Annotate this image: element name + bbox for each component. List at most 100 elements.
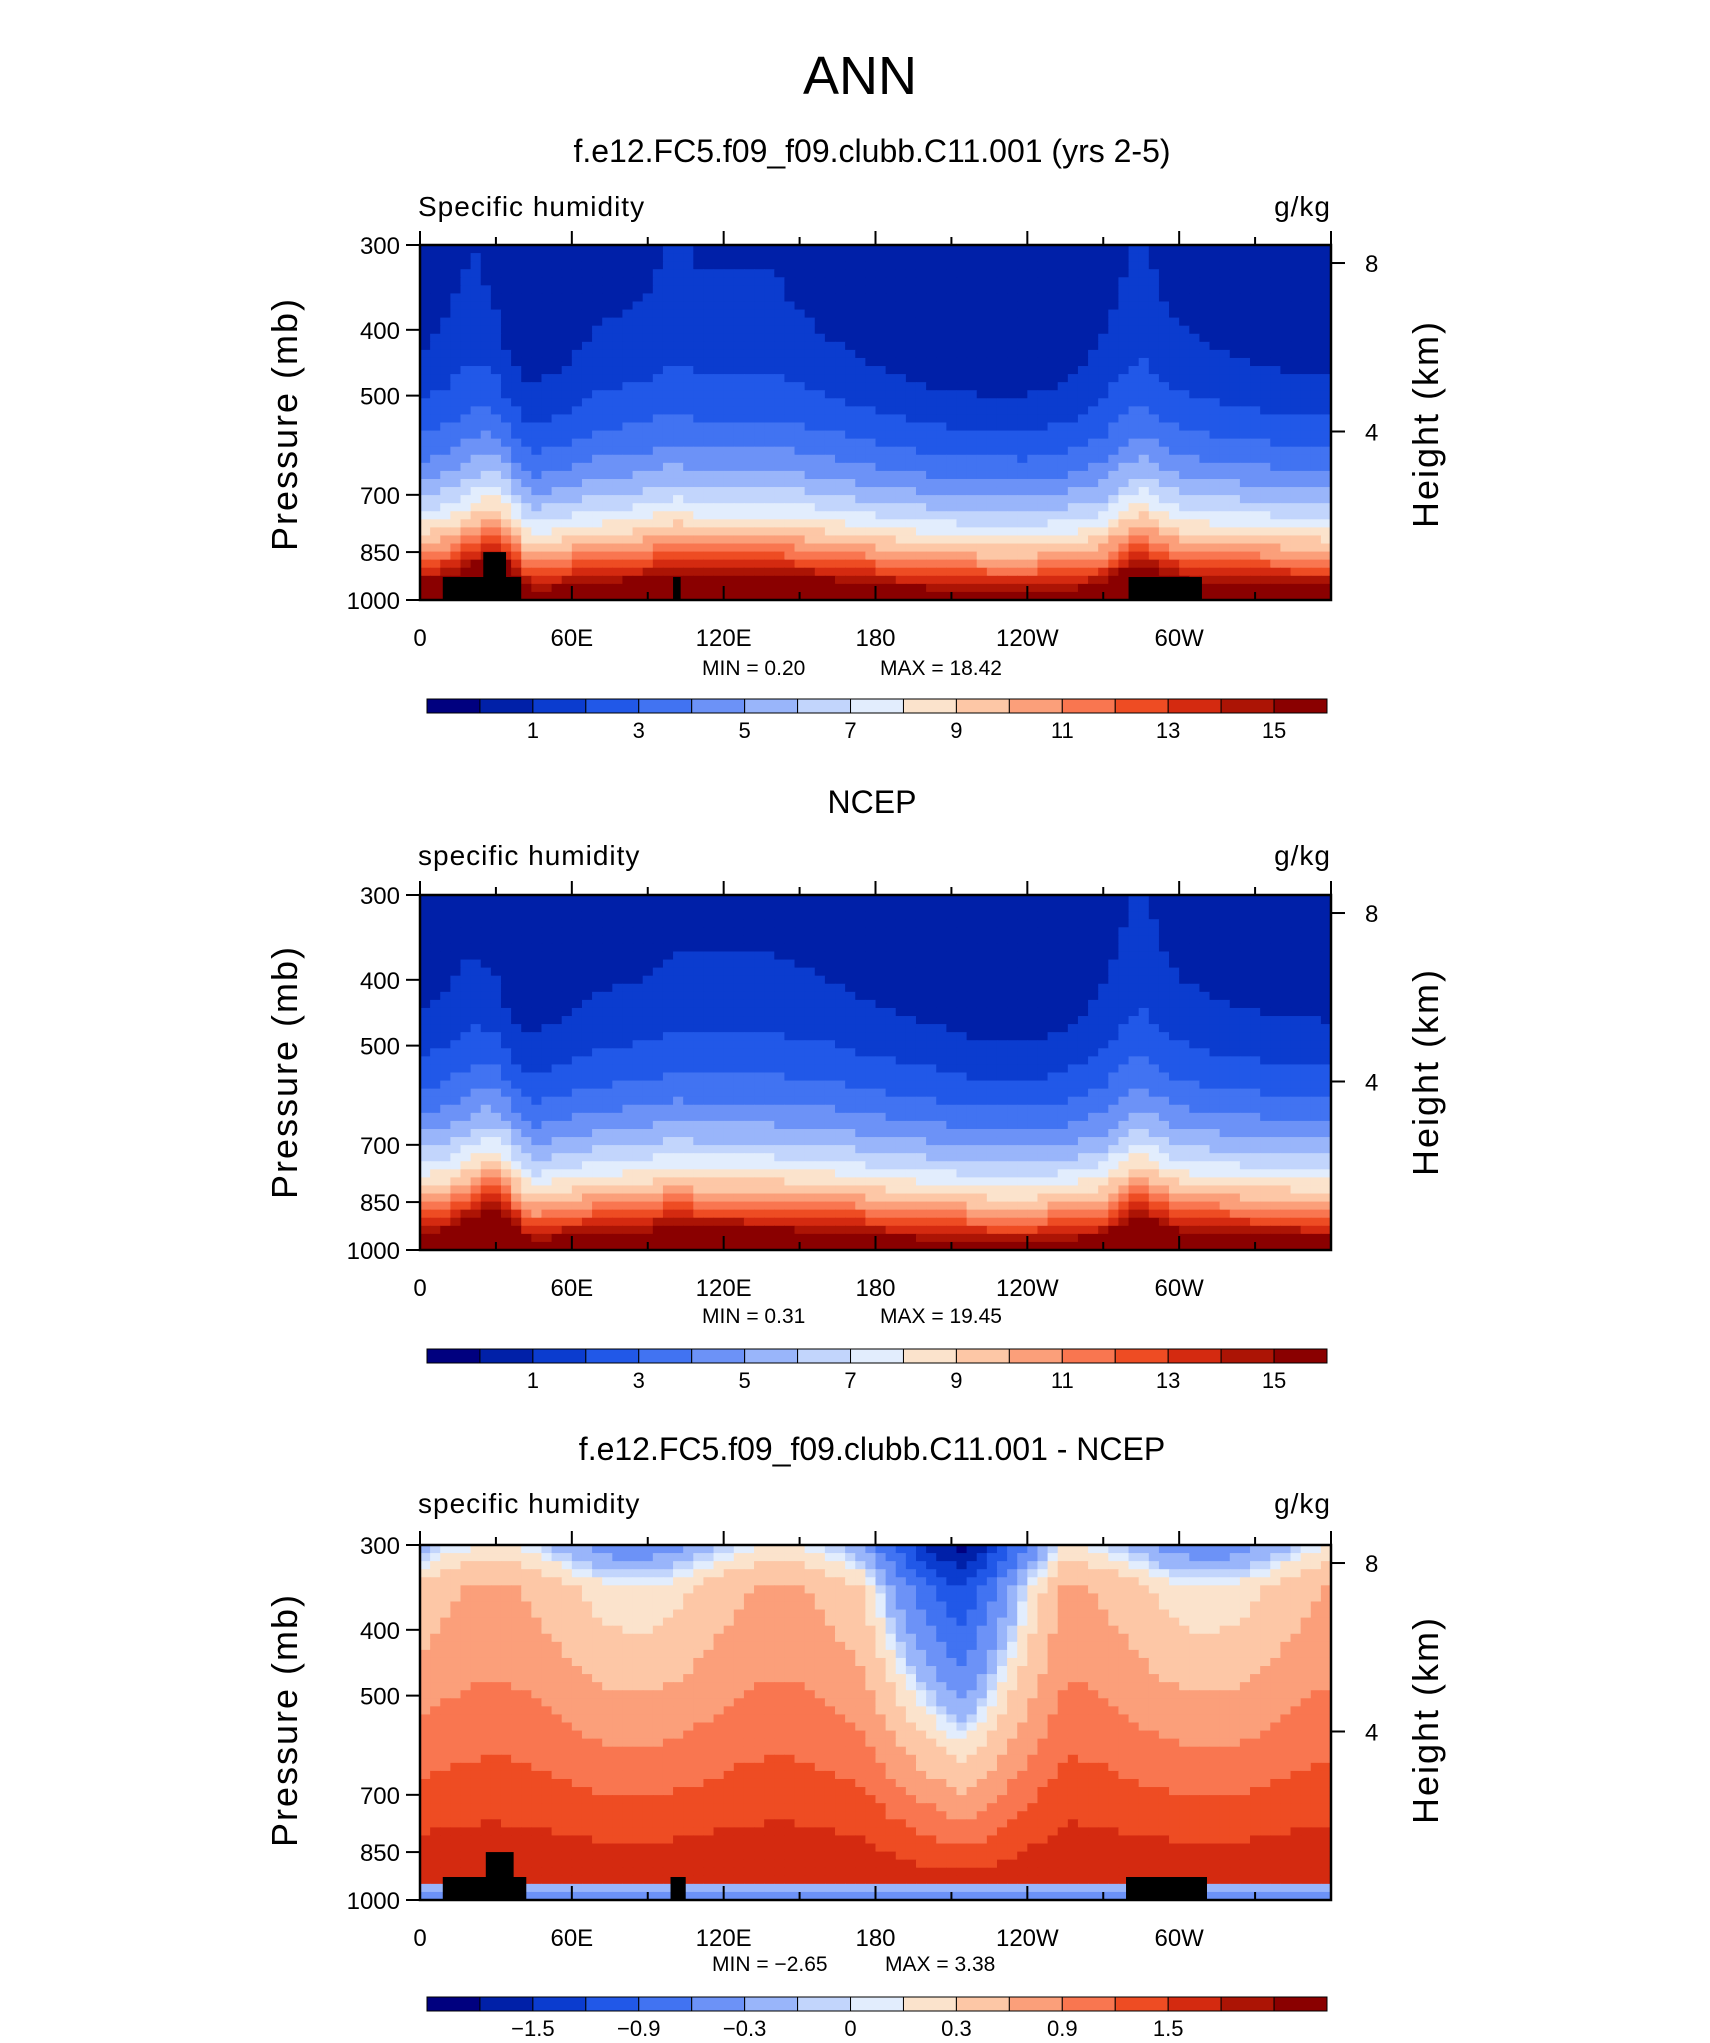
- contour-cell: [956, 560, 967, 569]
- contour-cell: [693, 334, 704, 343]
- contour-cell: [1149, 439, 1160, 448]
- contour-cell: [906, 261, 917, 270]
- contour-cell: [997, 398, 1008, 407]
- contour-cell: [795, 576, 806, 585]
- contour-cell: [683, 269, 694, 278]
- contour-cell: [1037, 576, 1048, 585]
- contour-cell: [936, 895, 947, 904]
- contour-cell: [997, 903, 1008, 912]
- contour-cell: [1149, 535, 1160, 544]
- contour-cell: [764, 423, 775, 432]
- contour-cell: [450, 318, 461, 327]
- contour-cell: [876, 968, 887, 977]
- contour-cell: [481, 285, 492, 294]
- contour-cell: [562, 342, 573, 351]
- contour-cell: [1078, 447, 1089, 456]
- contour-cell: [602, 584, 613, 593]
- contour-cell: [643, 968, 654, 977]
- contour-cell: [1149, 285, 1160, 294]
- contour-cell: [572, 503, 583, 512]
- contour-cell: [744, 552, 755, 561]
- contour-cell: [1240, 535, 1251, 544]
- contour-cell: [744, 903, 755, 912]
- contour-cell: [521, 285, 532, 294]
- contour-cell: [946, 261, 957, 270]
- contour-cell: [663, 406, 674, 415]
- contour-cell: [886, 584, 897, 593]
- contour-cell: [805, 527, 816, 536]
- contour-cell: [1291, 535, 1302, 544]
- contour-cell: [633, 895, 644, 904]
- contour-cell: [592, 919, 603, 928]
- contour-cell: [430, 471, 441, 480]
- contour-cell: [1159, 552, 1170, 561]
- contour-cell: [1048, 374, 1059, 383]
- contour-cell: [926, 576, 937, 585]
- contour-cell: [916, 471, 927, 480]
- contour-cell: [845, 503, 856, 512]
- contour-cell: [906, 318, 917, 327]
- contour-cell: [1199, 463, 1210, 472]
- contour-cell: [1230, 511, 1241, 520]
- contour-cell: [1301, 390, 1312, 399]
- contour-cell: [714, 960, 725, 969]
- contour-cell: [582, 301, 593, 310]
- contour-cell: [663, 576, 674, 585]
- contour-cell: [703, 527, 714, 536]
- contour-cell: [633, 366, 644, 375]
- contour-cell: [521, 293, 532, 302]
- contour-cell: [997, 919, 1008, 928]
- contour-cell: [855, 269, 866, 278]
- contour-cell: [420, 479, 431, 488]
- contour-cell: [916, 943, 927, 952]
- contour-cell: [916, 544, 927, 553]
- contour-cell: [916, 342, 927, 351]
- contour-cell: [491, 261, 502, 270]
- contour-cell: [1149, 544, 1160, 553]
- contour-cell: [865, 943, 876, 952]
- contour-cell: [865, 423, 876, 432]
- contour-cell: [1240, 568, 1251, 577]
- contour-cell: [936, 544, 947, 553]
- contour-cell: [440, 245, 451, 254]
- contour-cell: [784, 414, 795, 423]
- contour-cell: [1139, 245, 1150, 254]
- contour-cell: [1048, 495, 1059, 504]
- contour-cell: [1129, 414, 1140, 423]
- contour-cell: [663, 968, 674, 977]
- contour-cell: [754, 245, 765, 254]
- contour-cell: [420, 511, 431, 520]
- contour-cell: [865, 911, 876, 920]
- contour-cell: [1280, 463, 1291, 472]
- contour-cell: [1291, 423, 1302, 432]
- contour-cell: [795, 511, 806, 520]
- contour-cell: [1270, 269, 1281, 278]
- contour-cell: [541, 568, 552, 577]
- contour-cell: [572, 439, 583, 448]
- contour-cell: [1017, 568, 1028, 577]
- contour-cell: [1149, 479, 1160, 488]
- contour-cell: [896, 487, 907, 496]
- contour-cell: [1159, 903, 1170, 912]
- contour-cell: [643, 455, 654, 464]
- contour-cell: [1240, 895, 1251, 904]
- contour-cell: [956, 495, 967, 504]
- contour-cell: [1027, 943, 1038, 952]
- contour-cell: [997, 471, 1008, 480]
- contour-cell: [1139, 358, 1150, 367]
- contour-cell: [815, 935, 826, 944]
- contour-cell: [714, 318, 725, 327]
- contour-cell: [1169, 390, 1180, 399]
- contour-cell: [1027, 487, 1038, 496]
- contour-cell: [967, 277, 978, 286]
- contour-cell: [1260, 503, 1271, 512]
- contour-cell: [693, 398, 704, 407]
- contour-cell: [1199, 560, 1210, 569]
- contour-cell: [795, 447, 806, 456]
- contour-cell: [602, 511, 613, 520]
- contour-cell: [1027, 903, 1038, 912]
- contour-cell: [1129, 463, 1140, 472]
- contour-cell: [1088, 423, 1099, 432]
- contour-cell: [471, 487, 482, 496]
- contour-cell: [481, 544, 492, 553]
